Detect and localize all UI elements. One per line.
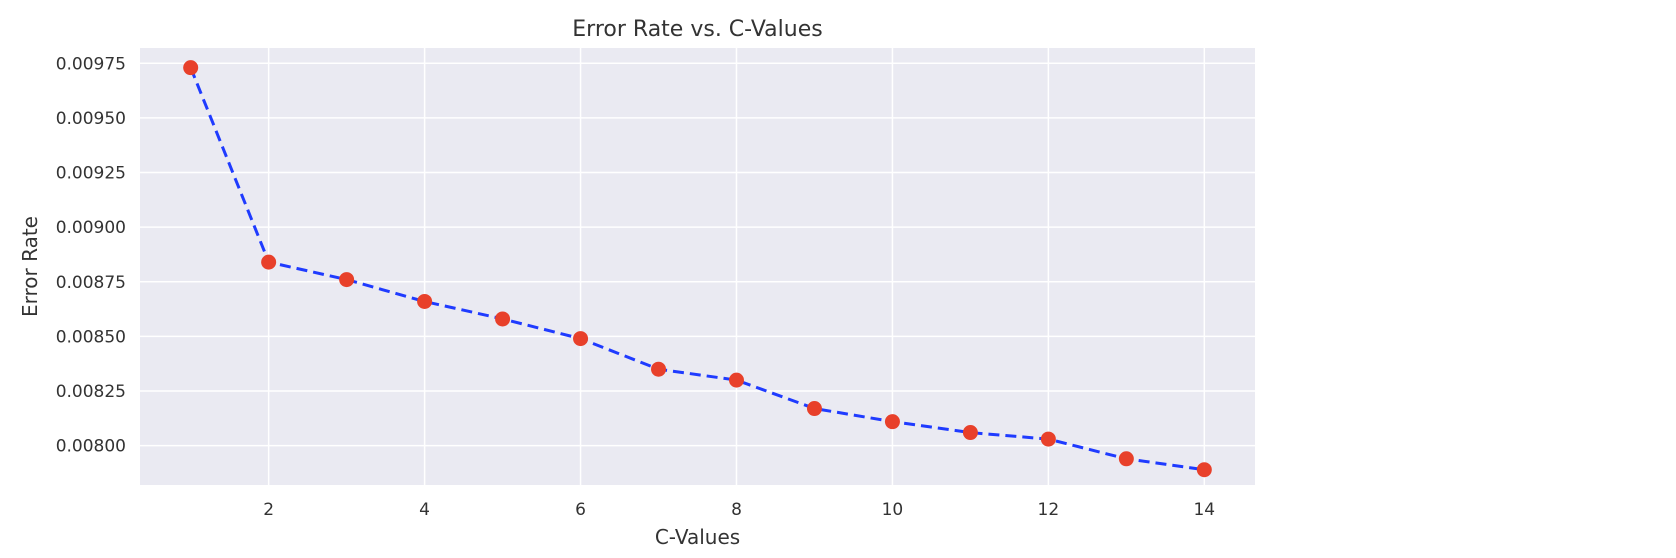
- y-axis-ticks: 0.00800 0.00825 0.00850 0.00875 0.00900 0.009…: [56, 54, 126, 456]
- x-tick-label: 10: [882, 500, 904, 520]
- x-tick-label: 6: [575, 500, 586, 520]
- x-axis-ticks: 2 4 6 8 10 12 14: [263, 500, 1215, 520]
- data-point: [417, 293, 433, 309]
- plot-background: [140, 48, 1255, 485]
- data-point: [495, 311, 511, 327]
- chart-title: Error Rate vs. C-Values: [572, 17, 822, 42]
- x-tick-label: 2: [263, 500, 274, 520]
- y-tick-label: 0.00925: [56, 164, 126, 184]
- y-tick-label: 0.00825: [56, 382, 126, 402]
- y-axis-label: Error Rate: [18, 216, 42, 317]
- x-tick-label: 8: [731, 500, 742, 520]
- data-points: [183, 60, 1212, 478]
- x-tick-label: 14: [1193, 500, 1215, 520]
- y-tick-label: 0.00975: [56, 54, 126, 74]
- data-point: [1040, 431, 1056, 447]
- data-point: [339, 272, 355, 288]
- data-point: [884, 414, 900, 430]
- data-point: [651, 361, 667, 377]
- data-point: [962, 425, 978, 441]
- y-tick-label: 0.00850: [56, 327, 126, 347]
- x-tick-label: 4: [419, 500, 430, 520]
- series-line: [189, 67, 1205, 472]
- x-axis-label: C-Values: [655, 525, 740, 549]
- data-point: [183, 60, 199, 76]
- y-tick-label: 0.00800: [56, 437, 126, 457]
- y-tick-label: 0.00900: [56, 218, 126, 238]
- y-tick-label: 0.00950: [56, 109, 126, 129]
- data-point: [728, 372, 744, 388]
- y-tick-label: 0.00875: [56, 273, 126, 293]
- data-point: [1196, 462, 1212, 478]
- data-point: [806, 401, 822, 417]
- data-point: [261, 254, 277, 270]
- data-point: [573, 331, 589, 347]
- data-point: [1118, 451, 1134, 467]
- x-tick-label: 12: [1038, 500, 1060, 520]
- grid: [140, 48, 1255, 485]
